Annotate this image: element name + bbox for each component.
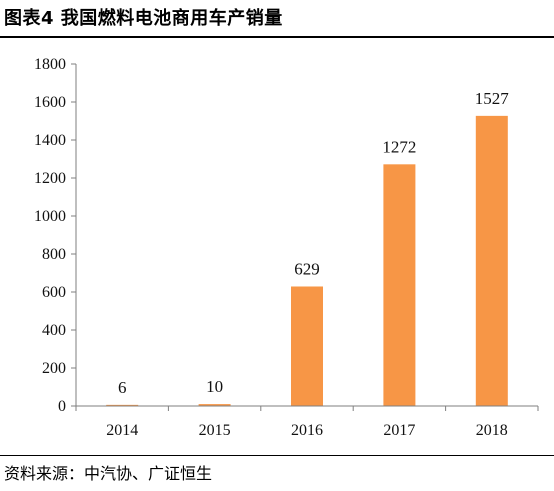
bars: 6 10 629 1272 1527 [106,89,510,407]
y-tick-label: 600 [42,284,66,301]
y-tick-label: 200 [42,360,66,377]
x-tick-label-2015: 2015 [199,422,231,439]
y-tick-label: 1000 [34,208,66,225]
y-tick-label: 0 [58,398,66,415]
y-tick-label: 1800 [34,56,66,73]
bar-2016 [291,286,323,406]
x-tick-label-2014: 2014 [106,422,138,439]
bar-2014 [106,404,139,406]
x-tick-label-2018: 2018 [476,422,508,439]
bar-2017 [383,164,416,406]
bar-chart: 0 200 400 600 800 1000 1200 1400 1600 1800 6 10 629… [34,56,539,439]
data-label-2016: 629 [294,259,320,278]
data-label-2015: 10 [206,377,223,396]
y-tick-label: 400 [42,322,66,339]
y-tick-label: 1400 [34,132,66,149]
y-axis: 0 200 400 600 800 1000 1200 1400 1600 1800 [34,56,77,415]
y-tick-label: 1200 [34,170,66,187]
bar-2018 [475,115,508,407]
x-axis: 2014 2015 2016 2017 2018 [75,405,539,439]
y-tick-label: 800 [42,246,66,263]
data-label-2018: 1527 [475,89,510,108]
data-label-2014: 6 [118,378,127,397]
title-rule [0,36,554,38]
bar-2015 [198,404,231,406]
figure-title: 图表4 我国燃料电池商用车产销量 [4,8,283,29]
source-note: 资料来源：中汽协、广证恒生 [4,464,213,483]
x-tick-label-2017: 2017 [383,422,415,439]
source-rule [0,455,554,456]
x-tick-label-2016: 2016 [291,422,323,439]
y-tick-label: 1600 [34,94,66,111]
data-label-2017: 1272 [382,137,416,156]
